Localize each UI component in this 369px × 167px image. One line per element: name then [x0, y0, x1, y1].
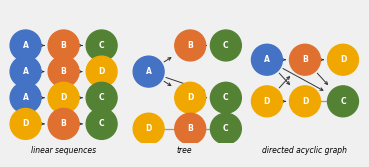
Text: C: C [223, 93, 229, 102]
Text: B: B [61, 67, 66, 76]
Circle shape [252, 44, 282, 75]
Circle shape [48, 30, 79, 61]
Text: B: B [61, 41, 66, 50]
Text: A: A [23, 93, 28, 102]
Circle shape [210, 113, 241, 144]
Text: D: D [187, 93, 193, 102]
Text: C: C [223, 124, 229, 133]
Text: D: D [23, 119, 29, 128]
Circle shape [328, 86, 358, 117]
Text: tree: tree [176, 146, 192, 155]
Circle shape [86, 56, 117, 87]
Circle shape [48, 82, 79, 113]
Circle shape [86, 108, 117, 139]
Text: D: D [145, 124, 152, 133]
Text: A: A [23, 41, 28, 50]
Text: C: C [99, 41, 104, 50]
Text: B: B [187, 124, 193, 133]
Text: B: B [302, 55, 308, 64]
Text: D: D [61, 93, 67, 102]
Circle shape [133, 56, 164, 87]
Circle shape [86, 82, 117, 113]
Text: C: C [99, 119, 104, 128]
Text: C: C [99, 93, 104, 102]
Circle shape [328, 44, 358, 75]
Text: C: C [223, 41, 229, 50]
Text: D: D [99, 67, 105, 76]
Text: B: B [187, 41, 193, 50]
Circle shape [10, 82, 41, 113]
Circle shape [133, 113, 164, 144]
Text: A: A [264, 55, 270, 64]
Circle shape [175, 113, 206, 144]
Text: D: D [340, 55, 346, 64]
Circle shape [252, 86, 282, 117]
Circle shape [48, 108, 79, 139]
Circle shape [290, 44, 320, 75]
Circle shape [175, 30, 206, 61]
Circle shape [290, 86, 320, 117]
Text: directed acyclic graph: directed acyclic graph [262, 146, 348, 155]
Text: linear sequences: linear sequences [31, 146, 96, 155]
Circle shape [48, 56, 79, 87]
Text: D: D [264, 97, 270, 106]
Text: B: B [61, 119, 66, 128]
Circle shape [10, 108, 41, 139]
Text: C: C [340, 97, 346, 106]
Text: A: A [146, 67, 152, 76]
Circle shape [10, 30, 41, 61]
Text: D: D [302, 97, 308, 106]
Circle shape [210, 30, 241, 61]
Circle shape [175, 82, 206, 113]
Text: A: A [23, 67, 28, 76]
Circle shape [210, 82, 241, 113]
Circle shape [10, 56, 41, 87]
Circle shape [86, 30, 117, 61]
